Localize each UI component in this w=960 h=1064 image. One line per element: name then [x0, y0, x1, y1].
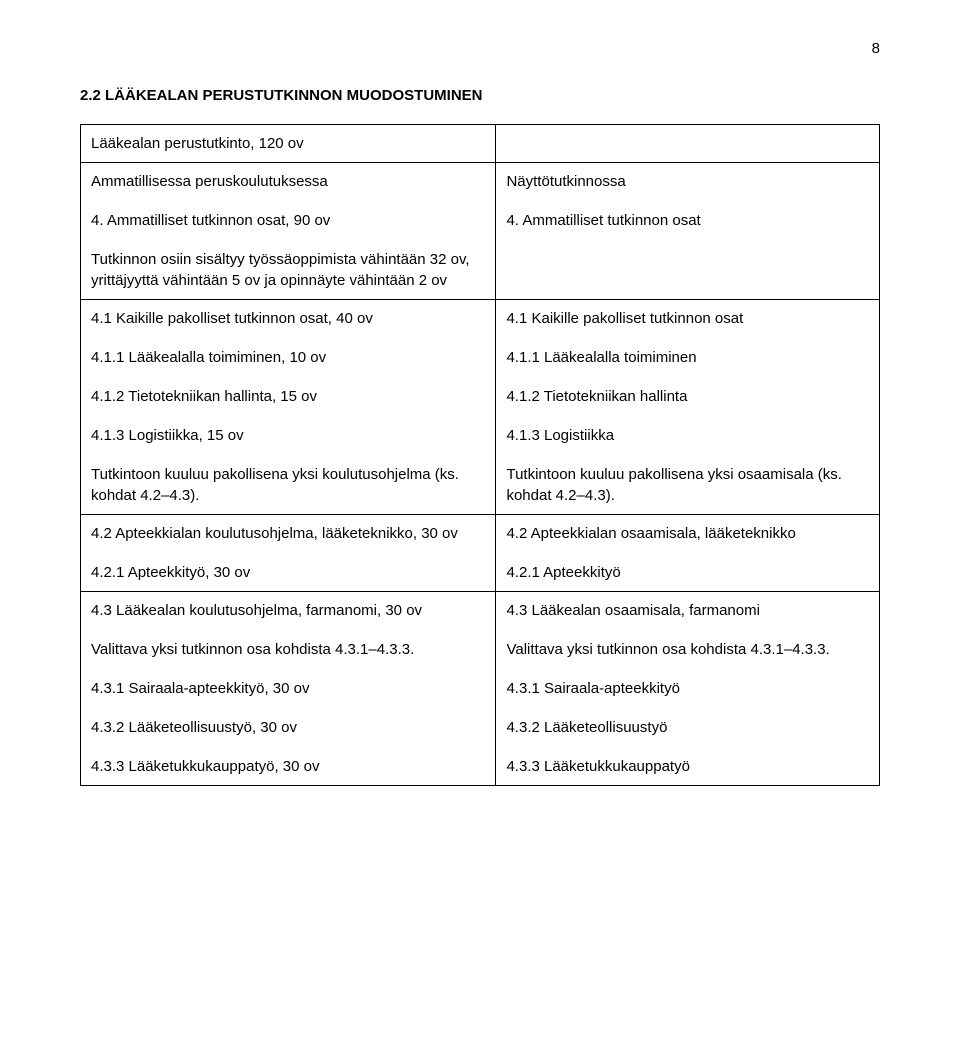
text-block: 4.3.1 Sairaala-apteekkityö, 30 ov [91, 678, 485, 699]
text-block: 4.2.1 Apteekkityö [506, 562, 869, 583]
cell-right: 4.3 Lääkealan osaamisala, farmanomi Vali… [496, 592, 880, 786]
text-block: 4.3.1 Sairaala-apteekkityö [506, 678, 869, 699]
cell-left: 4.2 Apteekkialan koulutusohjelma, lääket… [81, 515, 496, 592]
text-block: Valittava yksi tutkinnon osa kohdista 4.… [506, 639, 869, 660]
text-block: 4. Ammatilliset tutkinnon osat [506, 210, 869, 231]
text-block: 4.2.1 Apteekkityö, 30 ov [91, 562, 485, 583]
cell-left: Lääkealan perustutkinto, 120 ov [81, 125, 496, 163]
text-block: 4.1 Kaikille pakolliset tutkinnon osat, … [91, 308, 485, 329]
text-block: 4.3 Lääkealan koulutusohjelma, farmanomi… [91, 600, 485, 621]
text-block: 4.3.3 Lääketukkukauppatyö [506, 756, 869, 777]
text-block: Valittava yksi tutkinnon osa kohdista 4.… [91, 639, 485, 660]
table-row: 4.2 Apteekkialan koulutusohjelma, lääket… [81, 515, 880, 592]
cell-right: Näyttötutkinnossa 4. Ammatilliset tutkin… [496, 163, 880, 300]
text-block: 4.1.1 Lääkealalla toimiminen [506, 347, 869, 368]
text-block: 4.2 Apteekkialan koulutusohjelma, lääket… [91, 523, 485, 544]
text-block: Näyttötutkinnossa [506, 171, 869, 192]
table-row: 4.3 Lääkealan koulutusohjelma, farmanomi… [81, 592, 880, 786]
cell-left: Ammatillisessa peruskoulutuksessa 4. Amm… [81, 163, 496, 300]
text-block: 4.1.3 Logistiikka, 15 ov [91, 425, 485, 446]
cell-left: 4.1 Kaikille pakolliset tutkinnon osat, … [81, 300, 496, 515]
text-block: 4.3.2 Lääketeollisuustyö, 30 ov [91, 717, 485, 738]
cell-right: 4.2 Apteekkialan osaamisala, lääketeknik… [496, 515, 880, 592]
text-block: Ammatillisessa peruskoulutuksessa [91, 171, 485, 192]
section-heading: 2.2 LÄÄKEALAN PERUSTUTKINNON MUODOSTUMIN… [80, 87, 880, 104]
cell-left: 4.3 Lääkealan koulutusohjelma, farmanomi… [81, 592, 496, 786]
table-row: 4.1 Kaikille pakolliset tutkinnon osat, … [81, 300, 880, 515]
text-block: Lääkealan perustutkinto, 120 ov [91, 133, 485, 154]
text-block: 4.2 Apteekkialan osaamisala, lääketeknik… [506, 523, 869, 544]
page-number: 8 [80, 40, 880, 57]
cell-right [496, 125, 880, 163]
table-row: Ammatillisessa peruskoulutuksessa 4. Amm… [81, 163, 880, 300]
text-block: 4.1.2 Tietotekniikan hallinta, 15 ov [91, 386, 485, 407]
text-block: Tutkinnon osiin sisältyy työssäoppimista… [91, 249, 485, 291]
text-block: 4. Ammatilliset tutkinnon osat, 90 ov [91, 210, 485, 231]
structure-table: Lääkealan perustutkinto, 120 ov Ammatill… [80, 124, 880, 786]
text-block: 4.3 Lääkealan osaamisala, farmanomi [506, 600, 869, 621]
text-block: 4.3.3 Lääketukkukauppatyö, 30 ov [91, 756, 485, 777]
text-block: 4.1.2 Tietotekniikan hallinta [506, 386, 869, 407]
cell-right: 4.1 Kaikille pakolliset tutkinnon osat 4… [496, 300, 880, 515]
text-block: Tutkintoon kuuluu pakollisena yksi koulu… [91, 464, 485, 506]
table-row: Lääkealan perustutkinto, 120 ov [81, 125, 880, 163]
text-block: 4.1.1 Lääkealalla toimiminen, 10 ov [91, 347, 485, 368]
page-container: 8 2.2 LÄÄKEALAN PERUSTUTKINNON MUODOSTUM… [0, 0, 960, 826]
text-block: 4.3.2 Lääketeollisuustyö [506, 717, 869, 738]
text-block: 4.1.3 Logistiikka [506, 425, 869, 446]
text-block: 4.1 Kaikille pakolliset tutkinnon osat [506, 308, 869, 329]
text-block: Tutkintoon kuuluu pakollisena yksi osaam… [506, 464, 869, 506]
